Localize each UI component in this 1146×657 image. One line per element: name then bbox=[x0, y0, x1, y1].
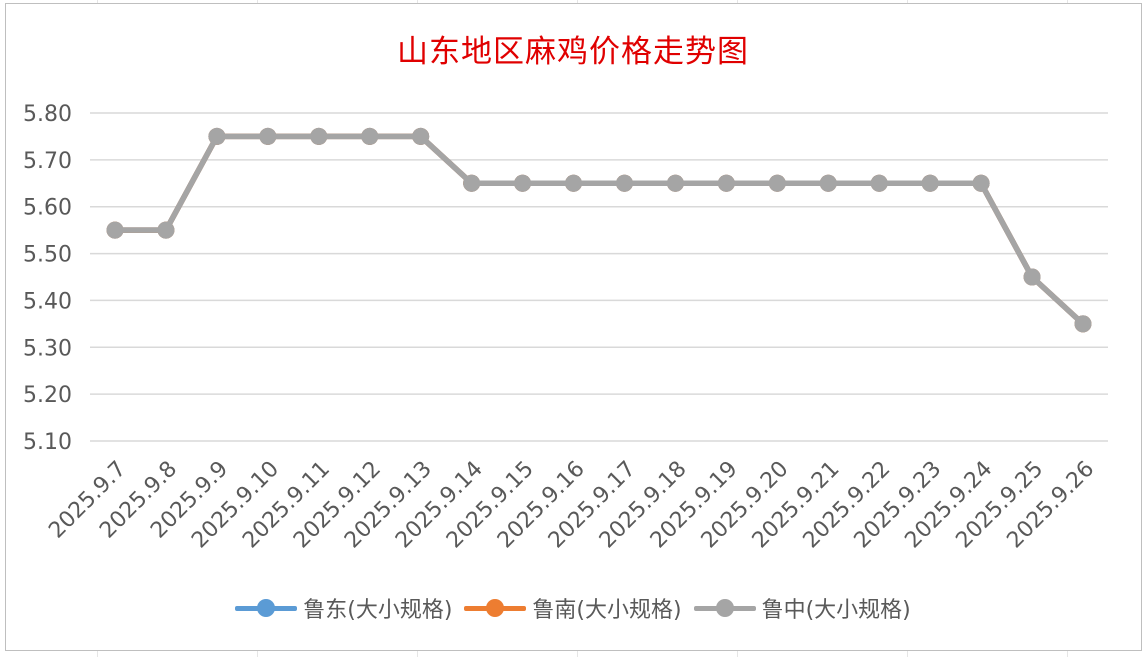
legend-label: 鲁东(大小规格) bbox=[303, 598, 453, 623]
y-tick-label: 5.70 bbox=[23, 149, 72, 174]
y-tick-label: 5.30 bbox=[23, 336, 72, 361]
data-point[interactable] bbox=[1023, 268, 1041, 286]
legend-label: 鲁南(大小规格) bbox=[532, 598, 682, 623]
data-point[interactable] bbox=[921, 174, 939, 192]
data-point[interactable] bbox=[361, 127, 379, 145]
series-2 bbox=[106, 127, 1092, 333]
y-tick-label: 5.40 bbox=[23, 289, 72, 314]
legend-label: 鲁中(大小规格) bbox=[761, 598, 911, 623]
chart-title: 山东地区麻鸡价格走势图 bbox=[397, 34, 749, 70]
data-point[interactable] bbox=[208, 127, 226, 145]
data-point[interactable] bbox=[259, 127, 277, 145]
y-tick-label: 5.50 bbox=[23, 243, 72, 268]
data-point[interactable] bbox=[666, 174, 684, 192]
data-point[interactable] bbox=[514, 174, 532, 192]
series-line bbox=[115, 133, 1085, 326]
series-0 bbox=[106, 127, 1092, 333]
legend-item[interactable]: 鲁中(大小规格) bbox=[693, 592, 911, 624]
data-point[interactable] bbox=[565, 174, 583, 192]
series-line bbox=[115, 133, 1085, 326]
data-point[interactable] bbox=[310, 127, 328, 145]
x-axis-ticks: 2025.9.72025.9.82025.9.92025.9.102025.9.… bbox=[44, 457, 1099, 554]
y-axis-ticks: 5.80 5.70 5.60 5.50 5.40 5.30 5.20 5.10 bbox=[23, 102, 72, 455]
legend-item[interactable]: 鲁东(大小规格) bbox=[235, 592, 452, 624]
data-point[interactable] bbox=[157, 221, 175, 239]
y-tick-label: 5.80 bbox=[23, 102, 72, 127]
y-tick-label: 5.20 bbox=[23, 383, 72, 408]
data-point[interactable] bbox=[615, 174, 633, 192]
legend: 鲁东(大小规格) 鲁南(大小规格) 鲁中(大小规格) bbox=[0, 592, 1146, 624]
y-tick-label: 5.60 bbox=[23, 196, 72, 221]
y-gridlines bbox=[90, 112, 1108, 442]
data-point[interactable] bbox=[717, 174, 735, 192]
y-tick-label: 5.10 bbox=[23, 430, 72, 455]
legend-marker-icon bbox=[235, 598, 298, 618]
legend-marker-icon bbox=[464, 598, 527, 618]
series-1 bbox=[106, 127, 1092, 333]
series-lines bbox=[106, 127, 1092, 333]
data-point[interactable] bbox=[768, 174, 786, 192]
data-point[interactable] bbox=[972, 174, 990, 192]
series-line bbox=[115, 133, 1085, 326]
data-point[interactable] bbox=[819, 174, 837, 192]
chart-area[interactable] bbox=[5, 3, 1142, 651]
legend-marker-icon bbox=[693, 598, 756, 618]
data-point[interactable] bbox=[412, 127, 430, 145]
legend-item[interactable]: 鲁南(大小规格) bbox=[464, 592, 682, 624]
data-point[interactable] bbox=[870, 174, 888, 192]
data-point[interactable] bbox=[463, 174, 481, 192]
data-point[interactable] bbox=[1074, 315, 1092, 333]
data-point[interactable] bbox=[106, 221, 124, 239]
